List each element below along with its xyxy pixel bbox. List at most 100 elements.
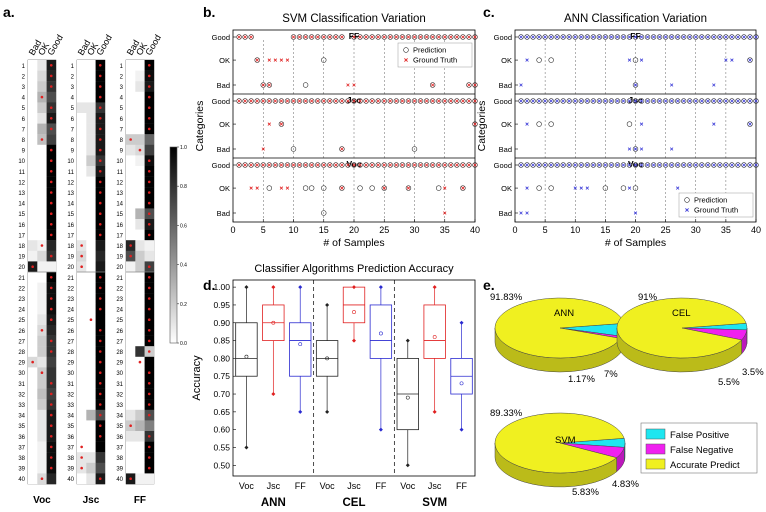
truth-point [449, 35, 453, 39]
prediction-point [454, 162, 460, 168]
prediction-point [266, 98, 272, 104]
heatmap-truth-marker [147, 297, 151, 300]
heatmap-truth-marker [147, 106, 151, 109]
heatmap-cell [37, 250, 47, 262]
prediction-point [608, 162, 615, 168]
heatmap-cell [37, 314, 47, 326]
prediction-point [554, 98, 560, 104]
x-tick-label: 15 [600, 225, 610, 235]
prediction-point [566, 98, 572, 104]
truth-point [694, 99, 698, 103]
heatmap-cell [28, 452, 38, 463]
heatmap-truth-marker [98, 276, 102, 279]
prediction-point [308, 162, 315, 168]
heatmap-truth-marker [147, 318, 151, 322]
heatmap-truth-marker [49, 170, 53, 173]
heatmap-cell [77, 176, 87, 188]
prediction-point [308, 98, 315, 104]
heatmap-cell [46, 367, 57, 379]
prediction-point [278, 121, 285, 127]
heatmap-row-label: 16 [18, 223, 25, 229]
truth-point [669, 147, 674, 151]
prediction-point [405, 162, 412, 168]
truth-point [621, 35, 626, 39]
heatmap-truth-marker [98, 191, 102, 194]
truth-point [322, 35, 326, 39]
category-tick-label: OK [219, 120, 230, 129]
truth-point [549, 99, 553, 103]
truth-point [615, 163, 620, 167]
group-label: CEL [343, 497, 366, 509]
prediction-point [608, 34, 615, 40]
truth-point [639, 147, 644, 151]
heatmap-row-label: 2 [71, 74, 75, 80]
truth-point [443, 186, 447, 190]
prediction-point [248, 162, 254, 168]
group-label: SVM [422, 497, 447, 509]
truth-point [682, 99, 686, 103]
heatmap-truth-marker [98, 127, 102, 131]
x-tick-label: 30 [691, 225, 701, 235]
truth-point [430, 83, 435, 87]
heatmap-row-label: 35 [18, 424, 25, 430]
truth-point [261, 83, 265, 87]
prediction-point [747, 57, 753, 63]
prediction-point [632, 57, 639, 63]
truth-point [669, 163, 674, 167]
prediction-point [644, 162, 651, 168]
prediction-point [542, 162, 548, 168]
truth-point [579, 163, 583, 167]
prediction-point [254, 162, 260, 168]
prediction-point [680, 98, 687, 104]
truth-point [400, 35, 405, 39]
prediction-point [656, 98, 663, 104]
prediction-point [302, 98, 309, 104]
heatmap-row-label: 34 [67, 414, 74, 420]
heatmap-column-label: Good [94, 33, 114, 57]
heatmap-row-label: 30 [67, 371, 74, 377]
truth-point [531, 35, 535, 39]
prediction-point [578, 162, 584, 168]
prediction-point [369, 185, 375, 191]
prediction-point [302, 82, 309, 88]
heatmap-cell [28, 91, 38, 103]
prediction-point [393, 98, 400, 104]
heatmap-truth-marker [98, 360, 102, 364]
heatmap-truth-marker [98, 350, 102, 353]
truth-point [328, 35, 332, 39]
heatmap-cell [135, 113, 145, 124]
box-max-marker [244, 285, 249, 290]
prediction-point [351, 34, 357, 40]
heatmap-truth-marker [147, 85, 151, 88]
prediction-point [632, 185, 639, 191]
truth-point [364, 35, 368, 39]
heatmap-row-label: 15 [116, 212, 123, 218]
truth-point [455, 35, 459, 39]
heatmap-cell [135, 229, 145, 241]
svm-panel: SVM Classification Variation FF Good OK Bad J… [194, 13, 480, 249]
heatmap-cell [86, 176, 96, 188]
heatmap-cell [28, 197, 38, 209]
subpanel-title: Voc [628, 159, 643, 169]
truth-point [549, 35, 553, 39]
heatmap-row-label: 33 [67, 403, 74, 409]
heatmap-cell [86, 81, 96, 92]
heatmap-row-label: 18 [67, 244, 74, 250]
heatmap-truth-marker [129, 244, 132, 247]
box-min-marker [432, 409, 437, 414]
heatmap-truth-marker [138, 148, 142, 152]
truth-point [267, 163, 271, 167]
heatmap-row-label: 24 [67, 308, 74, 314]
truth-point [645, 99, 650, 103]
prediction-point [339, 98, 345, 104]
heatmap-row-label: 13 [116, 191, 123, 197]
heatmap-cell [77, 219, 87, 230]
truth-point [430, 35, 435, 39]
category-tick-label: Good [494, 33, 512, 42]
heatmap-truth-marker [49, 117, 53, 120]
truth-point [669, 99, 674, 103]
heatmap-row-label: 19 [67, 255, 74, 261]
prediction-point [614, 34, 621, 40]
truth-point [334, 163, 338, 167]
prediction-point [626, 98, 633, 104]
